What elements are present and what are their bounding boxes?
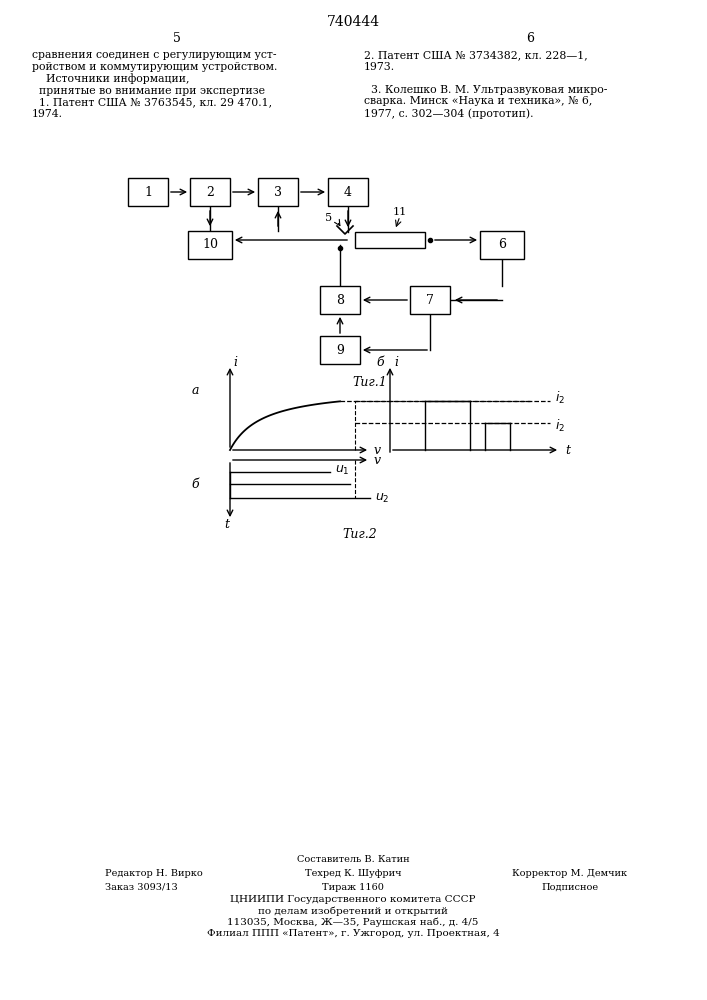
Bar <box>188 231 232 259</box>
Text: 5: 5 <box>173 31 181 44</box>
Text: v: v <box>374 454 381 466</box>
Text: 6: 6 <box>498 238 506 251</box>
Text: Τиг.2: Τиг.2 <box>343 528 378 542</box>
Text: v: v <box>374 444 381 456</box>
Bar <box>320 286 360 314</box>
Text: 3: 3 <box>274 186 282 198</box>
Text: Корректор М. Демчик: Корректор М. Демчик <box>513 869 628 879</box>
Text: $i_2$: $i_2$ <box>555 418 565 434</box>
Text: 740444: 740444 <box>327 15 380 29</box>
Bar <box>128 178 168 206</box>
Text: 2. Патент США № 3734382, кл. 228—1,
1973.

  3. Колешко В. М. Ультразвуковая мик: 2. Патент США № 3734382, кл. 228—1, 1973… <box>364 50 607 119</box>
Bar <box>328 178 368 206</box>
Text: 113035, Москва, Ж—35, Раушская наб., д. 4/5: 113035, Москва, Ж—35, Раушская наб., д. … <box>228 917 479 927</box>
Text: Тираж 1160: Тираж 1160 <box>322 882 384 892</box>
Text: б: б <box>376 356 384 368</box>
Text: 6: 6 <box>526 31 534 44</box>
Text: i: i <box>233 356 237 368</box>
Text: t: t <box>565 444 570 456</box>
Text: 10: 10 <box>202 238 218 251</box>
Text: 1: 1 <box>144 186 152 198</box>
Text: 9: 9 <box>336 344 344 357</box>
Text: Техред К. Шуфрич: Техред К. Шуфрич <box>305 869 402 879</box>
Text: Редактор Н. Вирко: Редактор Н. Вирко <box>105 869 203 879</box>
Bar <box>410 286 450 314</box>
Text: Τиг.1: Τиг.1 <box>353 375 387 388</box>
Bar <box>320 336 360 364</box>
Bar <box>355 232 425 248</box>
Text: 4: 4 <box>344 186 352 198</box>
Text: 8: 8 <box>336 294 344 306</box>
Text: 7: 7 <box>426 294 434 306</box>
Text: ЦНИИПИ Государственного комитета СССР: ЦНИИПИ Государственного комитета СССР <box>230 896 476 904</box>
Text: Составитель В. Катин: Составитель В. Катин <box>297 856 409 864</box>
Text: сравнения соединен с регулирующим уст-
ройством и коммутирующим устройством.
   : сравнения соединен с регулирующим уст- р… <box>32 50 277 119</box>
Text: б: б <box>191 479 199 491</box>
Text: t: t <box>225 518 230 532</box>
Text: $u_2$: $u_2$ <box>375 491 390 505</box>
Text: по делам изобретений и открытий: по делам изобретений и открытий <box>258 906 448 916</box>
Bar <box>480 231 524 259</box>
Text: Филиал ППП «Патент», г. Ужгород, ул. Проектная, 4: Филиал ППП «Патент», г. Ужгород, ул. Про… <box>206 928 499 938</box>
Text: Подписное: Подписное <box>542 882 599 892</box>
Text: $i_2$: $i_2$ <box>555 390 565 406</box>
Bar <box>190 178 230 206</box>
Text: а: а <box>192 383 199 396</box>
Text: $u_1$: $u_1$ <box>335 463 350 477</box>
Text: 5: 5 <box>325 213 332 223</box>
Text: 2: 2 <box>206 186 214 198</box>
Text: 11: 11 <box>393 207 407 217</box>
Bar <box>258 178 298 206</box>
Text: i: i <box>394 356 398 368</box>
Text: Заказ 3093/13: Заказ 3093/13 <box>105 882 177 892</box>
